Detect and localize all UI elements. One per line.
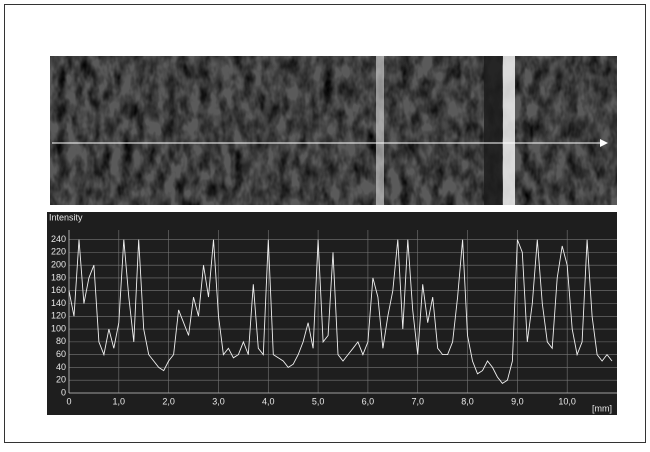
x-tick-label: 1,0 bbox=[113, 396, 126, 406]
x-tick-label: 2,0 bbox=[162, 396, 175, 406]
x-tick-label: 5,0 bbox=[312, 396, 325, 406]
x-tick-label: 9,0 bbox=[511, 396, 524, 406]
y-tick-label: 120 bbox=[51, 311, 66, 321]
y-tick-label: 80 bbox=[56, 336, 66, 346]
y-tick-label: 180 bbox=[51, 272, 66, 282]
y-tick-label: 60 bbox=[56, 349, 66, 359]
x-tick-label: 3,0 bbox=[212, 396, 225, 406]
y-tick-label: 200 bbox=[51, 260, 66, 270]
x-tick-label: 7,0 bbox=[411, 396, 424, 406]
y-tick-label: 100 bbox=[51, 323, 66, 333]
x-axis-label: [mm] bbox=[592, 403, 612, 413]
x-tick-label: 0 bbox=[66, 396, 71, 406]
y-tick-label: 220 bbox=[51, 247, 66, 257]
x-tick-label: 4,0 bbox=[262, 396, 275, 406]
y-tick-label: 20 bbox=[56, 375, 66, 385]
chart-panel bbox=[47, 212, 617, 415]
x-tick-label: 10,0 bbox=[558, 396, 576, 406]
intensity-line bbox=[68, 239, 613, 384]
y-tick-label: 140 bbox=[51, 298, 66, 308]
y-tick-label: 0 bbox=[61, 387, 66, 397]
y-tick-label: 40 bbox=[56, 362, 66, 372]
y-tick-label: 240 bbox=[51, 234, 66, 244]
y-axis-label: Intensity bbox=[49, 212, 83, 222]
micrograph bbox=[50, 56, 617, 205]
y-tick-label: 160 bbox=[51, 285, 66, 295]
x-tick-label: 8,0 bbox=[461, 396, 474, 406]
x-tick-label: 6,0 bbox=[362, 396, 375, 406]
